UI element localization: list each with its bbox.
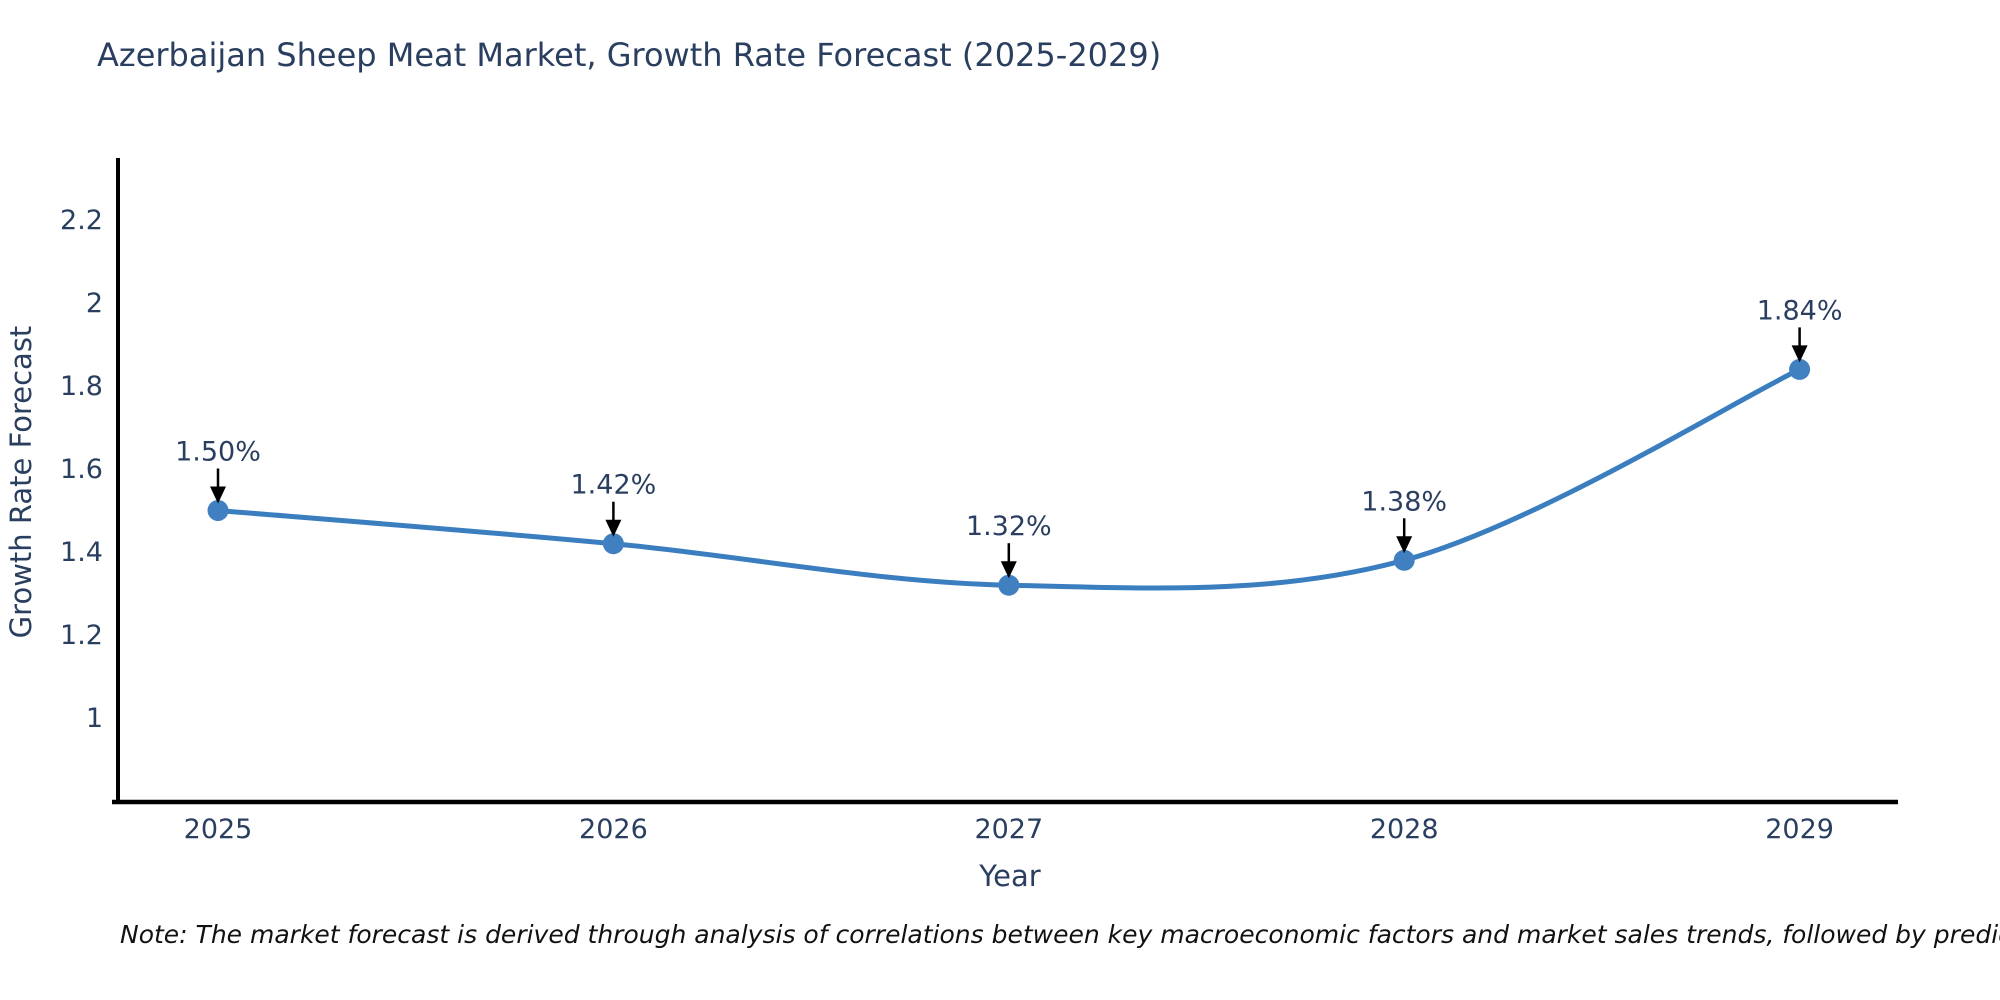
data-point-marker <box>207 500 229 521</box>
data-point-label: 1.38% <box>1361 486 1447 517</box>
y-tick-label: 1.8 <box>60 371 103 402</box>
y-tick-label: 1.2 <box>60 620 103 651</box>
x-tick-label: 2025 <box>184 814 253 845</box>
y-tick-label: 1.4 <box>60 537 103 568</box>
annotation-arrow-head <box>210 486 226 504</box>
plot-layer: 1 1.2 1.4 1.6 1.8 2 2.2 2025 2026 2027 2028 2029 1.5… <box>60 158 1898 845</box>
y-tick-label: 2.2 <box>60 205 103 236</box>
data-point-marker <box>998 574 1020 596</box>
data-point-label: 1.50% <box>175 437 261 468</box>
x-tick-label: 2028 <box>1370 814 1439 845</box>
data-point-marker <box>1789 358 1811 380</box>
annotation-arrow-head <box>1396 536 1413 554</box>
data-point-label: 1.42% <box>571 470 657 501</box>
annotation-arrow-head <box>605 519 622 537</box>
x-tick-label: 2027 <box>974 814 1043 845</box>
x-tick-label: 2026 <box>579 814 648 845</box>
data-point-label: 1.84% <box>1757 295 1843 326</box>
y-axis-title: Growth Rate Forecast <box>4 326 38 639</box>
y-tick-label: 1 <box>86 703 103 734</box>
chart-footnote: Note: The market forecast is derived thr… <box>120 920 2000 949</box>
x-axis-title: Year <box>978 859 1040 893</box>
y-tick-label: 1.6 <box>60 454 103 485</box>
y-tick-label: 2 <box>86 288 103 319</box>
data-point-label: 1.32% <box>966 511 1052 542</box>
chart-title: Azerbaijan Sheep Meat Market, Growth Rat… <box>97 36 1162 74</box>
x-tick-label: 2029 <box>1765 814 1834 845</box>
data-point-marker <box>602 533 624 555</box>
annotation-arrow-head <box>1000 561 1017 579</box>
annotation-arrow-head <box>1791 345 1808 363</box>
data-point-marker <box>1393 549 1415 571</box>
